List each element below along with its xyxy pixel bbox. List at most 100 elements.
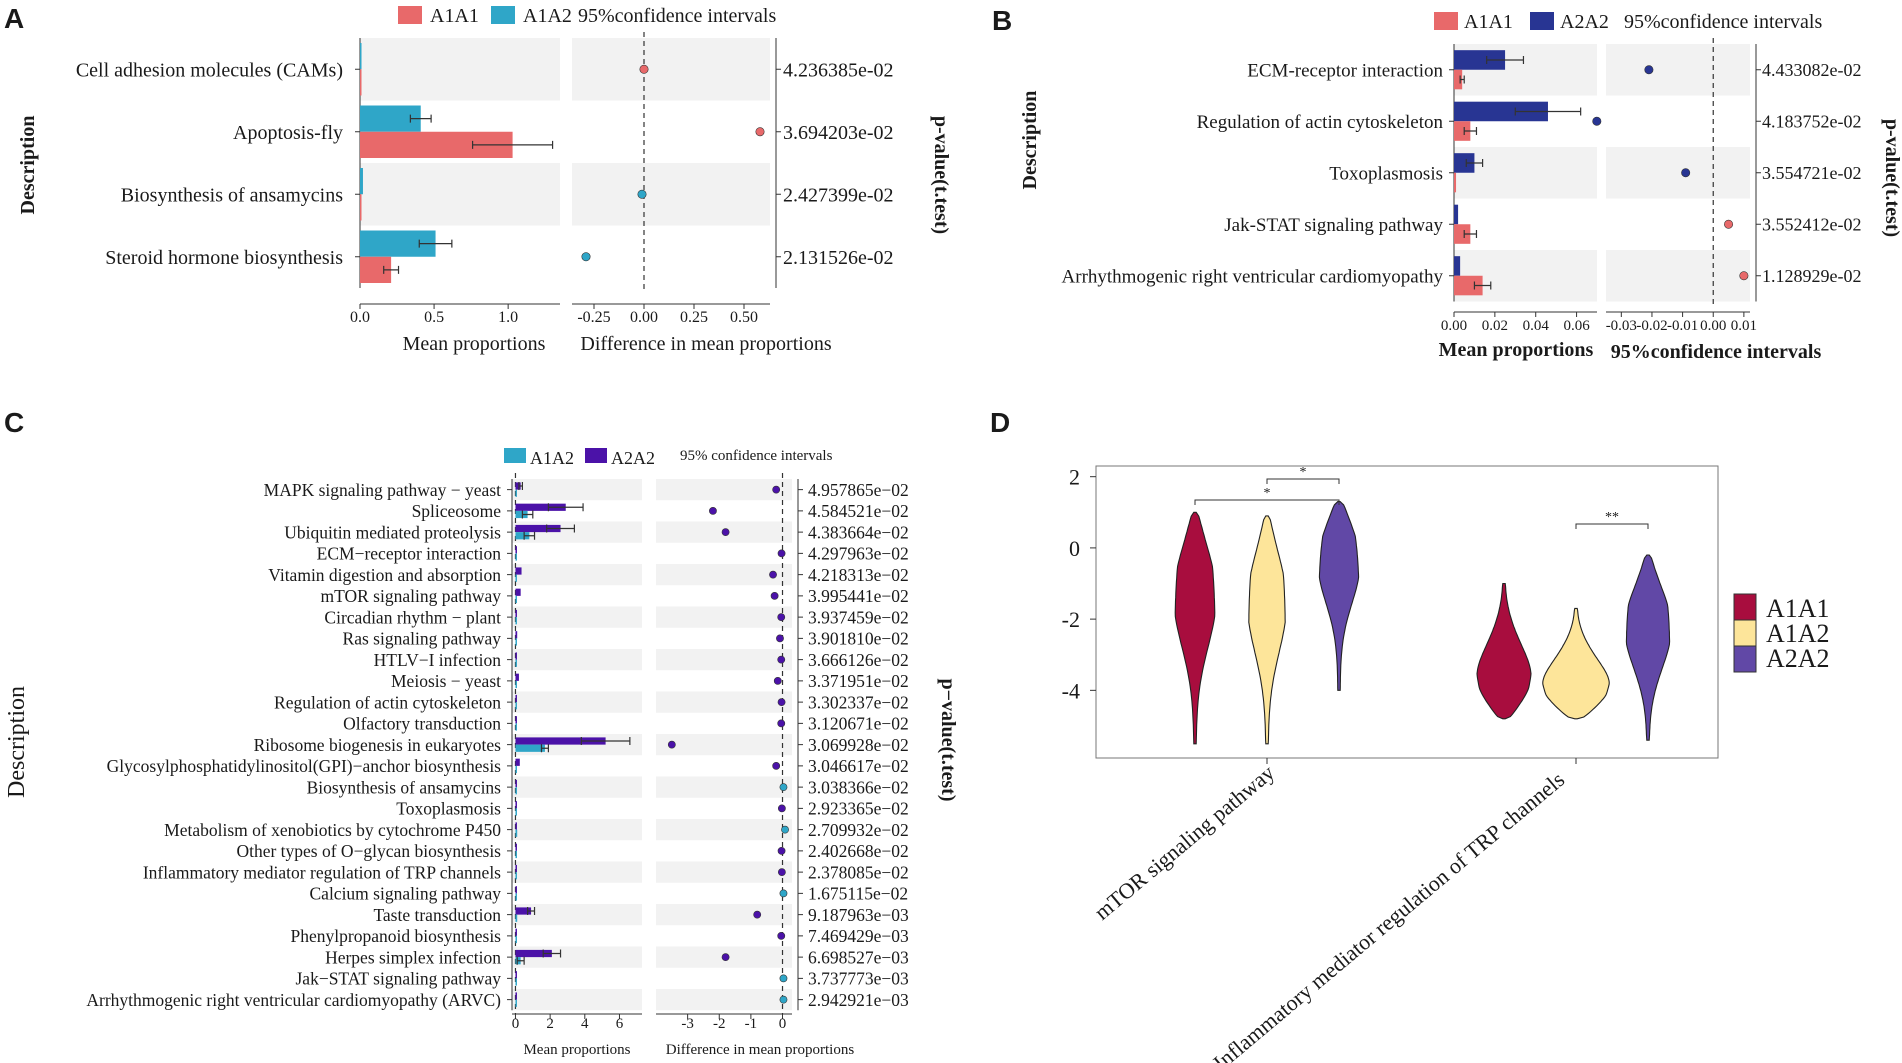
band-right xyxy=(572,163,770,226)
bar-a1a2-glycosylphosphatidylinositol-gpi-anchor-biosynthesis xyxy=(515,765,517,774)
error-bar-a2a2 xyxy=(518,482,523,491)
bar-a2a2-arrhythmogenic-right-ventricular-cardiomyopathy xyxy=(1454,256,1461,276)
legend-label-a1a1: A1A1 xyxy=(1766,594,1830,623)
band-left xyxy=(1454,147,1597,199)
difference-point-ecm-receptor-interaction xyxy=(777,549,786,558)
difference-point-htlv-i-infection xyxy=(777,655,786,664)
left-x-tick-label: 0.06 xyxy=(1563,318,1590,334)
category-label-metabolism-of-xenobiotics-by-cytochrome-p450: Metabolism of xenobiotics by cytochrome … xyxy=(164,820,501,840)
pvalue-biosynthesis-of-ansamycins: 3.038366e−02 xyxy=(808,777,909,797)
bar-a2a2-meiosis-yeast xyxy=(515,673,519,681)
category-label-apoptosis-fly: Apoptosis-fly xyxy=(233,122,343,144)
difference-point-toxoplasmosis xyxy=(777,804,786,813)
category-label-phenylpropanoid-biosynthesis: Phenylpropanoid biosynthesis xyxy=(291,926,502,946)
bar-a2a2-herpes-simplex-infection xyxy=(515,949,552,958)
pvalue-spliceosome: 4.584521e−02 xyxy=(808,501,909,521)
left-x-tick-label: 0.02 xyxy=(1482,318,1508,334)
pvalue-mapk-signaling-pathway-yeast: 4.957865e−02 xyxy=(808,480,909,500)
band-right xyxy=(656,564,792,586)
violin-mtor-signali-a1a2 xyxy=(1248,515,1286,745)
band-left xyxy=(512,904,642,926)
pvalue-calcium-signaling-pathway: 1.675115e−02 xyxy=(808,884,908,904)
difference-point-meiosis-yeast xyxy=(773,676,782,685)
category-label-meiosis-yeast: Meiosis − yeast xyxy=(391,671,501,691)
right-x-tick-label: 0.50 xyxy=(730,309,758,326)
legend-label-ci: 95%confidence intervals xyxy=(578,5,776,27)
pvalue-phenylpropanoid-biosynthesis: 7.469429e−03 xyxy=(808,926,909,946)
panel-c-legend: A1A2 A2A2 95% confidence intervals xyxy=(504,448,833,468)
bar-a2a2-ras-signaling-pathway xyxy=(515,631,518,639)
legend-label-a2a2: A2A2 xyxy=(611,448,655,468)
bar-a1a2-vitamin-digestion-and-absorption xyxy=(515,574,517,582)
significance-label: * xyxy=(1264,486,1271,501)
legend-label-a1a2: A1A2 xyxy=(530,448,574,468)
category-label-arrhythmogenic-right-ventricular-cardiomyopathy: Arrhythmogenic right ventricular cardiom… xyxy=(1062,266,1444,287)
band-left xyxy=(512,691,642,713)
pvalue-steroid-hormone-biosynthesis: 2.131526e-02 xyxy=(783,247,894,269)
difference-point-other-types-of-o-glycan-biosynthesis xyxy=(777,846,786,855)
difference-point-metabolism-of-xenobiotics-by-cytochrome-p450 xyxy=(781,825,789,834)
pvalue-toxoplasmosis: 3.554721e-02 xyxy=(1762,163,1861,183)
difference-point-jak-stat-signaling-pathway xyxy=(779,974,788,983)
right-x-tick-label: 0.25 xyxy=(680,309,708,326)
bar-a2a2-metabolism-of-xenobiotics-by-cytochrome-p450 xyxy=(515,822,517,830)
difference-point-cell-adhesion-molecules-cams xyxy=(639,64,649,74)
significance-label: * xyxy=(1300,465,1307,480)
bar-a2a2-biosynthesis-of-ansamycins xyxy=(515,779,517,788)
bar-a2a2-phenylpropanoid-biosynthesis xyxy=(515,928,517,936)
error-bar-a1a2 xyxy=(523,531,536,540)
category-label-glycosylphosphatidylinositol-gpi-anchor-biosynthesis: Glycosylphosphatidylinositol(GPI)−anchor… xyxy=(107,756,502,776)
panel-a-xlabel-left: Mean proportions xyxy=(403,333,546,355)
violin-inflammatory-a2a2 xyxy=(1625,554,1671,741)
difference-point-arrhythmogenic-right-ventricular-cardiomyopathy xyxy=(1739,271,1749,281)
difference-point-inflammatory-mediator-regulation-of-trp-channels xyxy=(777,868,786,877)
bar-a2a2-jak-stat-signaling-pathway xyxy=(1454,204,1459,225)
category-label-biosynthesis-of-ansamycins: Biosynthesis of ansamycins xyxy=(121,184,343,206)
legend-swatch-a1a1 xyxy=(398,6,422,24)
panel-c-xlabel-right: Difference in mean proportions xyxy=(666,1042,855,1058)
panel-d-letter: D xyxy=(990,407,1010,438)
category-label-ubiquitin-mediated-proteolysis: Ubiquitin mediated proteolysis xyxy=(284,522,501,542)
bar-a2a2-jak-stat-signaling-pathway xyxy=(515,971,517,979)
category-label-ras-signaling-pathway: Ras signaling pathway xyxy=(343,629,502,649)
panel-d: D A1A1 A1A2 A2A2 2 0 -2 -4 mTOR signaling pa… xyxy=(990,407,1830,1063)
bar-a2a2-spliceosome xyxy=(515,503,566,511)
legend-swatch-a1a1 xyxy=(1733,593,1757,621)
band-right xyxy=(656,479,792,501)
pvalue-ecm-receptor-interaction: 4.433082e-02 xyxy=(1762,60,1861,80)
y-tick-label: 2 xyxy=(1069,465,1080,490)
band-right xyxy=(1606,147,1750,199)
error-bar-a1a2 xyxy=(409,114,432,123)
right-x-tick-label: -1 xyxy=(745,1016,758,1032)
legend-swatch-a2a2 xyxy=(1530,12,1554,30)
bar-a1a2-ras-signaling-pathway xyxy=(515,638,517,646)
right-x-tick-label: 0.01 xyxy=(1731,318,1757,334)
pvalue-arrhythmogenic-right-ventricular-cardiomyopathy-arvc: 2.942921e−03 xyxy=(808,990,909,1010)
bar-a2a2-other-types-of-o-glycan-biosynthesis xyxy=(515,843,517,851)
bar-a1a1-biosynthesis-of-ansamycins xyxy=(360,194,362,221)
difference-point-ecm-receptor-interaction xyxy=(1644,65,1654,75)
y-tick-label: 0 xyxy=(1069,536,1080,561)
panel-c-ylabel: Description xyxy=(4,686,30,798)
significance-label: ** xyxy=(1605,510,1619,525)
band-left xyxy=(360,38,560,101)
difference-point-olfactory-transduction xyxy=(777,719,786,728)
legend-label-a2a2: A2A2 xyxy=(1560,11,1609,33)
legend-label-ci: 95% confidence intervals xyxy=(680,448,833,464)
legend-label-a1a1: A1A1 xyxy=(430,5,479,27)
band-right xyxy=(656,819,792,841)
error-bar-a1a1 xyxy=(383,265,400,274)
category-label-herpes-simplex-infection: Herpes simplex infection xyxy=(325,947,501,967)
error-bar-a2a2 xyxy=(542,949,562,958)
legend-swatch-a2a2 xyxy=(585,448,607,463)
error-bar-a1a2 xyxy=(521,510,534,519)
category-label-regulation-of-actin-cytoskeleton: Regulation of actin cytoskeleton xyxy=(1197,112,1444,133)
difference-point-calcium-signaling-pathway xyxy=(779,889,788,898)
bar-a1a2-inflammatory-mediator-regulation-of-trp-channels xyxy=(515,872,517,880)
bar-a2a2-ubiquitin-mediated-proteolysis xyxy=(515,524,561,533)
bar-a1a2-biosynthesis-of-ansamycins xyxy=(360,168,363,195)
category-label-ecm-receptor-interaction: ECM−receptor interaction xyxy=(317,544,502,564)
panel-b: B A1A1 A2A2 95%confidence intervals Desc… xyxy=(992,5,1902,363)
bar-a1a1-regulation-of-actin-cytoskeleton xyxy=(1454,121,1471,141)
